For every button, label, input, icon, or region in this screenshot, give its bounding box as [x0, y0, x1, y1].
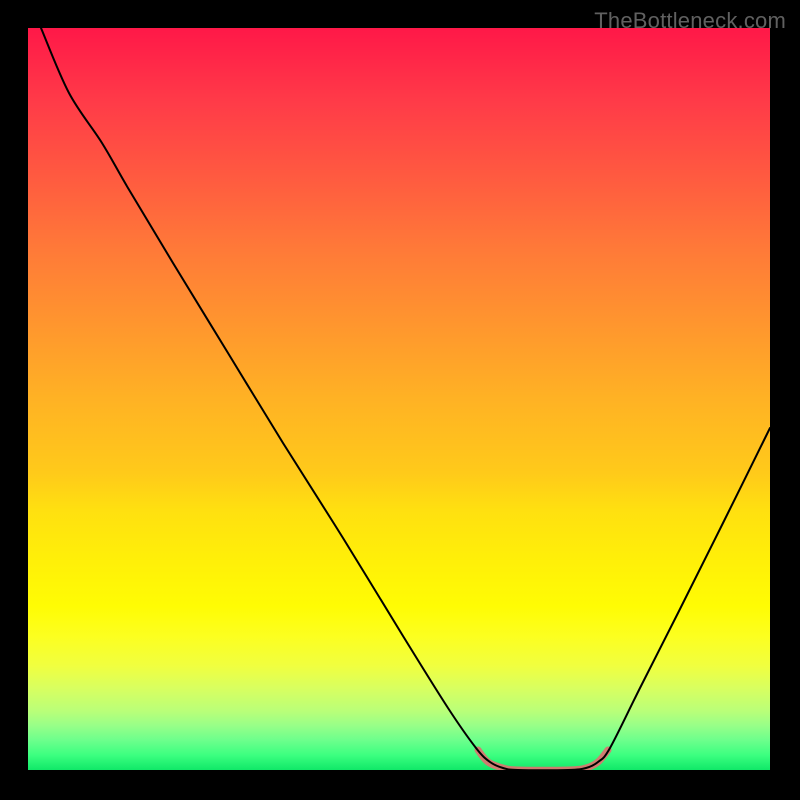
chart-svg [28, 28, 770, 770]
chart-container: TheBottleneck.com [0, 0, 800, 800]
bottleneck-curve [41, 28, 770, 770]
watermark-text: TheBottleneck.com [594, 8, 786, 34]
plot-area [28, 28, 770, 770]
